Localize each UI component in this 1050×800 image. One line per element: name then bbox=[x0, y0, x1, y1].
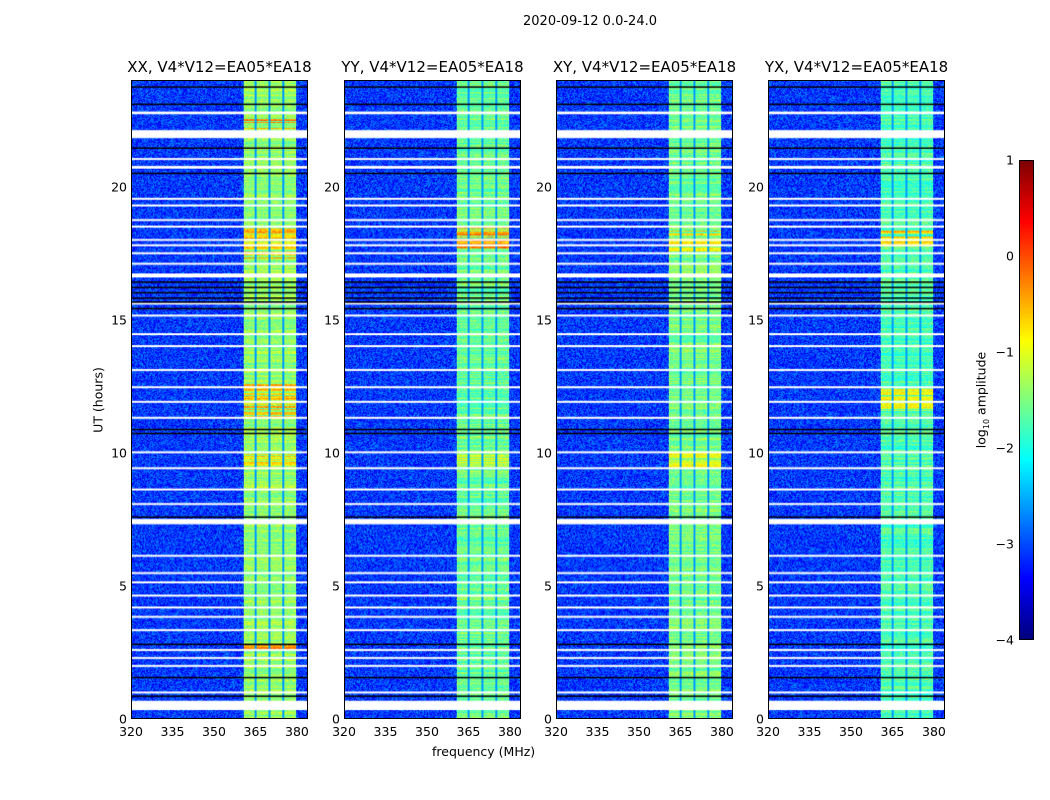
y-tick-label: 10 bbox=[748, 445, 764, 461]
y-tick-label: 5 bbox=[756, 578, 764, 594]
x-tick-label: 350 bbox=[415, 724, 439, 739]
colorbar-tick-label: −4 bbox=[995, 632, 1014, 648]
colorbar-label-rest: amplitude bbox=[973, 351, 989, 419]
spectrum-panel-yy bbox=[344, 80, 521, 719]
x-axis-label: frequency (MHz) bbox=[432, 744, 536, 759]
y-tick-label: 0 bbox=[544, 711, 552, 727]
y-tick-label: 10 bbox=[536, 445, 552, 461]
x-tick-label: 365 bbox=[456, 724, 481, 739]
colorbar-label-sub: 10 bbox=[981, 418, 991, 430]
spectrum-panel-xy bbox=[556, 80, 733, 719]
x-tick-label: 380 bbox=[710, 724, 734, 739]
y-axis-label: UT (hours) bbox=[90, 367, 106, 433]
y-tick-label: 15 bbox=[536, 312, 552, 328]
colorbar-label-main: log bbox=[973, 429, 989, 449]
x-tick-label: 350 bbox=[627, 724, 651, 739]
x-tick-label: 320 bbox=[544, 724, 568, 739]
x-tick-label: 335 bbox=[797, 724, 822, 739]
spectrum-panel-yx bbox=[768, 80, 945, 719]
colorbar-tick-label: 0 bbox=[1006, 248, 1014, 264]
colorbar bbox=[1019, 160, 1034, 640]
x-tick-label: 365 bbox=[243, 724, 268, 739]
x-tick-label: 320 bbox=[756, 724, 780, 739]
colorbar-tick-label: −2 bbox=[995, 440, 1014, 456]
x-tick-label: 335 bbox=[160, 724, 185, 739]
y-tick-label: 0 bbox=[332, 711, 340, 727]
panel-title: YY, V4*V12=EA05*EA18 bbox=[341, 58, 524, 76]
colorbar-tick-label: −3 bbox=[995, 536, 1014, 552]
y-tick-label: 0 bbox=[119, 711, 127, 727]
y-tick-label: 10 bbox=[324, 445, 340, 461]
x-tick-label: 365 bbox=[668, 724, 693, 739]
x-tick-label: 380 bbox=[498, 724, 522, 739]
figure-title: 2020-09-12 0.0-24.0 bbox=[523, 14, 657, 29]
colorbar-tick-label: 1 bbox=[1006, 152, 1014, 168]
panel-title: XY, V4*V12=EA05*EA18 bbox=[552, 58, 737, 76]
colorbar-label: log10 amplitude bbox=[973, 352, 991, 448]
x-tick-label: 335 bbox=[373, 724, 398, 739]
y-tick-label: 15 bbox=[111, 312, 127, 328]
x-tick-label: 380 bbox=[285, 724, 309, 739]
x-tick-label: 365 bbox=[880, 724, 905, 739]
y-tick-label: 10 bbox=[111, 445, 127, 461]
y-tick-label: 0 bbox=[756, 711, 764, 727]
y-tick-label: 5 bbox=[332, 578, 340, 594]
y-tick-label: 15 bbox=[324, 312, 340, 328]
y-tick-label: 20 bbox=[748, 179, 764, 194]
panel-title: YX, V4*V12=EA05*EA18 bbox=[764, 58, 949, 76]
x-tick-label: 320 bbox=[332, 724, 356, 739]
y-tick-label: 20 bbox=[324, 179, 340, 194]
y-tick-label: 20 bbox=[536, 179, 552, 194]
y-tick-label: 20 bbox=[111, 179, 127, 194]
colorbar-tick-label: −1 bbox=[995, 344, 1014, 360]
x-tick-label: 335 bbox=[585, 724, 610, 739]
x-tick-label: 380 bbox=[922, 724, 946, 739]
spectrum-panel-xx bbox=[131, 80, 308, 719]
panel-title: XX, V4*V12=EA05*EA18 bbox=[127, 58, 312, 76]
y-tick-label: 15 bbox=[748, 312, 764, 328]
y-tick-label: 5 bbox=[119, 578, 127, 594]
x-tick-label: 350 bbox=[839, 724, 863, 739]
y-tick-label: 5 bbox=[544, 578, 552, 594]
x-tick-label: 350 bbox=[202, 724, 226, 739]
x-tick-label: 320 bbox=[119, 724, 143, 739]
